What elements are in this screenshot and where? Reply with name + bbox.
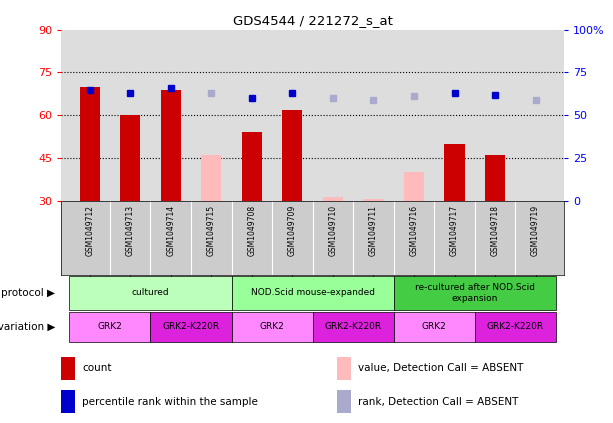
Text: protocol ▶: protocol ▶ xyxy=(1,288,55,298)
Bar xyxy=(80,87,100,201)
Bar xyxy=(394,276,556,310)
Bar xyxy=(404,173,424,201)
Text: GSM1049718: GSM1049718 xyxy=(490,205,500,255)
Text: GSM1049716: GSM1049716 xyxy=(409,205,419,256)
Bar xyxy=(313,311,394,342)
Bar xyxy=(61,357,75,379)
Bar xyxy=(394,311,475,342)
Text: GSM1049709: GSM1049709 xyxy=(288,205,297,256)
Bar xyxy=(120,115,140,201)
Bar xyxy=(364,200,384,201)
Bar xyxy=(485,155,505,201)
Bar xyxy=(69,276,232,310)
Text: GSM1049714: GSM1049714 xyxy=(166,205,175,256)
Text: GRK2: GRK2 xyxy=(97,322,123,331)
Text: GSM1049713: GSM1049713 xyxy=(126,205,135,256)
Text: GRK2-K220R: GRK2-K220R xyxy=(325,322,382,331)
Text: GSM1049717: GSM1049717 xyxy=(450,205,459,256)
Text: GSM1049710: GSM1049710 xyxy=(329,205,337,256)
Bar xyxy=(475,311,556,342)
Text: GSM1049715: GSM1049715 xyxy=(207,205,216,256)
Title: GDS4544 / 221272_s_at: GDS4544 / 221272_s_at xyxy=(233,14,392,27)
Bar xyxy=(232,311,313,342)
Text: GRK2-K220R: GRK2-K220R xyxy=(487,322,544,331)
Text: genotype/variation ▶: genotype/variation ▶ xyxy=(0,322,55,332)
Bar xyxy=(161,90,181,201)
Text: GRK2-K220R: GRK2-K220R xyxy=(162,322,219,331)
Text: GSM1049711: GSM1049711 xyxy=(369,205,378,255)
Bar xyxy=(201,155,221,201)
Bar xyxy=(337,357,351,379)
Bar xyxy=(150,311,232,342)
Bar xyxy=(337,390,351,413)
Bar xyxy=(323,197,343,201)
Text: rank, Detection Call = ABSENT: rank, Detection Call = ABSENT xyxy=(358,397,519,407)
Text: NOD.Scid mouse-expanded: NOD.Scid mouse-expanded xyxy=(251,288,375,297)
Text: value, Detection Call = ABSENT: value, Detection Call = ABSENT xyxy=(358,363,524,373)
Text: count: count xyxy=(82,363,112,373)
Text: GSM1049719: GSM1049719 xyxy=(531,205,540,256)
Text: re-cultured after NOD.Scid
expansion: re-cultured after NOD.Scid expansion xyxy=(415,283,535,302)
Bar xyxy=(61,390,75,413)
Text: percentile rank within the sample: percentile rank within the sample xyxy=(82,397,258,407)
Bar xyxy=(69,311,150,342)
Text: GRK2: GRK2 xyxy=(422,322,447,331)
Text: GSM1049708: GSM1049708 xyxy=(247,205,256,256)
Text: GSM1049712: GSM1049712 xyxy=(85,205,94,255)
Bar xyxy=(444,144,465,201)
Bar xyxy=(282,110,302,201)
Bar xyxy=(242,132,262,201)
Text: GRK2: GRK2 xyxy=(260,322,284,331)
Text: cultured: cultured xyxy=(132,288,169,297)
Bar xyxy=(232,276,394,310)
